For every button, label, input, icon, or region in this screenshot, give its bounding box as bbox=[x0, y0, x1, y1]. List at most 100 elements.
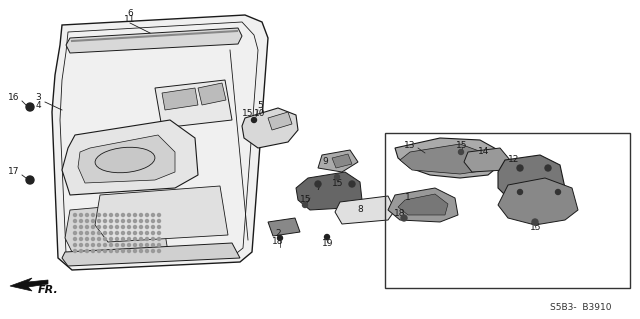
Circle shape bbox=[97, 213, 100, 217]
Circle shape bbox=[26, 176, 34, 184]
Circle shape bbox=[157, 232, 161, 234]
Circle shape bbox=[115, 213, 118, 217]
Circle shape bbox=[134, 243, 136, 247]
Text: 4: 4 bbox=[35, 101, 41, 110]
Polygon shape bbox=[10, 278, 48, 291]
Circle shape bbox=[157, 243, 161, 247]
Circle shape bbox=[252, 117, 257, 122]
Circle shape bbox=[92, 232, 95, 234]
Circle shape bbox=[157, 226, 161, 228]
Circle shape bbox=[109, 213, 113, 217]
Circle shape bbox=[140, 249, 143, 253]
Text: 1: 1 bbox=[405, 194, 411, 203]
Circle shape bbox=[92, 219, 95, 222]
Circle shape bbox=[104, 232, 106, 234]
Text: FR.: FR. bbox=[38, 285, 59, 295]
Polygon shape bbox=[268, 218, 300, 236]
Text: 15: 15 bbox=[300, 196, 312, 204]
Circle shape bbox=[152, 238, 154, 241]
Circle shape bbox=[122, 232, 125, 234]
Circle shape bbox=[335, 174, 339, 180]
Polygon shape bbox=[268, 112, 292, 130]
Circle shape bbox=[74, 219, 77, 222]
Circle shape bbox=[140, 243, 143, 247]
Circle shape bbox=[92, 249, 95, 253]
Text: 12: 12 bbox=[508, 155, 520, 165]
Ellipse shape bbox=[95, 147, 155, 173]
Polygon shape bbox=[95, 186, 228, 242]
Circle shape bbox=[86, 243, 88, 247]
Text: 15: 15 bbox=[456, 140, 468, 150]
Text: 6: 6 bbox=[127, 9, 133, 18]
Circle shape bbox=[109, 249, 113, 253]
Circle shape bbox=[104, 219, 106, 222]
Circle shape bbox=[104, 226, 106, 228]
Circle shape bbox=[92, 243, 95, 247]
Polygon shape bbox=[388, 188, 458, 222]
Circle shape bbox=[127, 238, 131, 241]
Circle shape bbox=[127, 232, 131, 234]
Polygon shape bbox=[52, 15, 268, 270]
Circle shape bbox=[152, 243, 154, 247]
Circle shape bbox=[74, 226, 77, 228]
Text: 14: 14 bbox=[478, 147, 490, 157]
Text: 9: 9 bbox=[322, 158, 328, 167]
Text: 10: 10 bbox=[254, 109, 266, 118]
Circle shape bbox=[140, 213, 143, 217]
Circle shape bbox=[122, 238, 125, 241]
Polygon shape bbox=[155, 80, 232, 128]
Circle shape bbox=[145, 213, 148, 217]
Circle shape bbox=[97, 243, 100, 247]
Circle shape bbox=[86, 226, 88, 228]
Circle shape bbox=[152, 249, 154, 253]
Circle shape bbox=[401, 215, 407, 221]
Circle shape bbox=[134, 213, 136, 217]
Circle shape bbox=[145, 238, 148, 241]
Polygon shape bbox=[400, 144, 490, 174]
Text: 18: 18 bbox=[272, 238, 284, 247]
Circle shape bbox=[79, 219, 83, 222]
Circle shape bbox=[97, 219, 100, 222]
Circle shape bbox=[97, 232, 100, 234]
Circle shape bbox=[74, 249, 77, 253]
Circle shape bbox=[109, 232, 113, 234]
Circle shape bbox=[134, 249, 136, 253]
Circle shape bbox=[458, 150, 463, 154]
Polygon shape bbox=[62, 120, 198, 195]
Text: 11: 11 bbox=[124, 16, 136, 25]
Polygon shape bbox=[78, 135, 175, 183]
Circle shape bbox=[517, 165, 523, 171]
Circle shape bbox=[140, 226, 143, 228]
Circle shape bbox=[145, 226, 148, 228]
Circle shape bbox=[157, 238, 161, 241]
Circle shape bbox=[545, 165, 551, 171]
Circle shape bbox=[315, 181, 321, 187]
Text: 15: 15 bbox=[531, 224, 541, 233]
Circle shape bbox=[152, 226, 154, 228]
Polygon shape bbox=[398, 194, 448, 215]
Circle shape bbox=[157, 249, 161, 253]
Circle shape bbox=[74, 238, 77, 241]
Text: 3: 3 bbox=[35, 93, 41, 102]
Circle shape bbox=[115, 226, 118, 228]
Circle shape bbox=[79, 232, 83, 234]
Circle shape bbox=[152, 213, 154, 217]
Circle shape bbox=[115, 232, 118, 234]
Polygon shape bbox=[332, 154, 352, 168]
Polygon shape bbox=[296, 172, 362, 210]
Circle shape bbox=[127, 213, 131, 217]
Text: 13: 13 bbox=[404, 140, 416, 150]
Circle shape bbox=[145, 243, 148, 247]
Circle shape bbox=[303, 203, 307, 207]
Circle shape bbox=[109, 243, 113, 247]
Polygon shape bbox=[242, 108, 298, 148]
Circle shape bbox=[349, 181, 355, 187]
Circle shape bbox=[127, 249, 131, 253]
Text: 8: 8 bbox=[357, 205, 363, 214]
Circle shape bbox=[79, 213, 83, 217]
Circle shape bbox=[140, 219, 143, 222]
Circle shape bbox=[134, 232, 136, 234]
Polygon shape bbox=[464, 148, 510, 172]
Circle shape bbox=[74, 232, 77, 234]
Polygon shape bbox=[395, 138, 500, 178]
